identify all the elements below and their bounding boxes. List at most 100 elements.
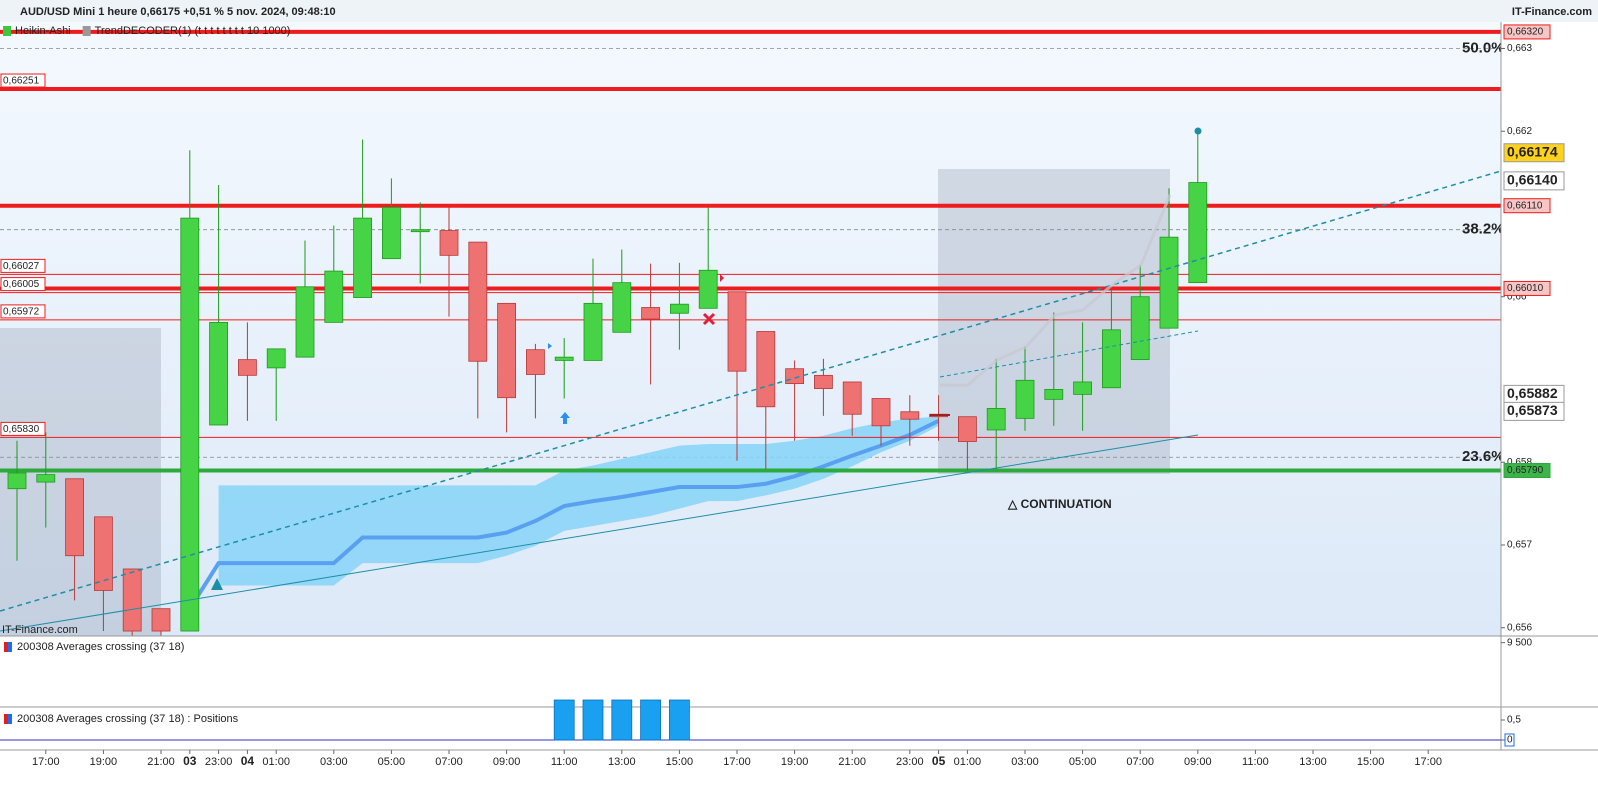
plot: 50.0% 38.2% 23.6% <box>0 29 1505 636</box>
legend-swatch <box>3 26 11 36</box>
candle-body <box>727 291 747 372</box>
legend-swatch <box>82 26 91 36</box>
signal-triangle <box>211 578 223 590</box>
candle-body <box>698 269 718 309</box>
candle-body <box>381 206 401 260</box>
x-tick-label: 03 <box>183 754 197 768</box>
x-tick-label: 15:00 <box>666 756 694 768</box>
candle-body <box>900 411 920 420</box>
x-tick-label: 15:00 <box>1357 756 1385 768</box>
x-tick-label: 03:00 <box>1011 756 1039 768</box>
y-tick-label: 0,657 <box>1507 540 1532 551</box>
candle-body <box>1015 379 1035 419</box>
y-tick-label: 9 500 <box>1507 637 1532 648</box>
candle-body <box>1159 236 1179 329</box>
candle-body <box>1073 381 1092 395</box>
level-label-box <box>1503 280 1551 296</box>
x-tick-label: 09:00 <box>493 756 521 768</box>
y-tick-label: 0,662 <box>1507 126 1532 137</box>
position-bar <box>640 699 661 741</box>
candle-body <box>670 303 689 314</box>
candle-body <box>324 270 344 323</box>
panel-title: 200308 Averages crossing (37 18) <box>17 641 184 653</box>
candle-body <box>1102 329 1121 389</box>
x-tick-label: 17:00 <box>723 756 751 768</box>
level-label: 0,65830 <box>3 424 40 435</box>
trend-line <box>0 434 1199 632</box>
level-label: 0,65972 <box>3 307 40 318</box>
position-bar <box>582 699 604 741</box>
x-tick-label: 17:00 <box>1414 756 1442 768</box>
x-tick-label: 23:00 <box>205 756 233 768</box>
fib-label: 50.0% <box>1462 39 1505 56</box>
x-tick-label: 01:00 <box>262 756 290 768</box>
header-title: AUD/USD Mini 1 heure 0,66175 +0,51 % 5 n… <box>20 6 336 18</box>
x-tick-label: 09:00 <box>1184 756 1212 768</box>
signal-cross <box>702 312 716 326</box>
candle-body <box>497 302 517 399</box>
candle-body <box>266 348 286 369</box>
candle-body <box>756 331 776 408</box>
candle-body <box>410 229 430 233</box>
position-bar <box>611 699 633 741</box>
candle-body <box>36 474 56 483</box>
candle-body <box>986 408 1006 431</box>
x-tick-label: 17:00 <box>32 756 60 768</box>
price-label: 0,65873 <box>1507 402 1558 418</box>
x-tick-label: 05:00 <box>1069 756 1097 768</box>
x-tick-label: 04 <box>241 754 255 768</box>
candle-body <box>209 321 229 426</box>
legend-entry: TrendDECODER(1) (t t t t t t t t 10 1000… <box>95 25 291 37</box>
annotation: △ CONTINUATION <box>1007 497 1112 511</box>
candle-body <box>94 516 113 591</box>
trend-band <box>218 416 939 586</box>
candle-body <box>583 302 603 361</box>
x-tick-label: 11:00 <box>551 756 578 768</box>
x-tick-label: 11:00 <box>1242 756 1269 768</box>
candle-body <box>1130 296 1150 361</box>
candle-body <box>612 282 632 333</box>
x-tick-label: 21:00 <box>838 756 866 768</box>
y-tick-label: 0,656 <box>1507 622 1532 633</box>
level-label: 0,65790 <box>1507 465 1544 476</box>
price-label-box <box>1503 401 1565 421</box>
y-tick-label: 0,663 <box>1507 43 1532 54</box>
tick-label-box <box>1504 733 1515 747</box>
candle-body <box>65 478 84 557</box>
level-label-box <box>0 258 46 273</box>
candle-body <box>958 416 977 442</box>
candle-body <box>1188 182 1208 284</box>
candle-body <box>554 356 574 361</box>
candle-body <box>1044 389 1064 400</box>
signal-marker <box>720 274 724 282</box>
candle-body <box>641 307 660 320</box>
x-tick-label: 05 <box>932 754 946 768</box>
x-tick-label: 05:00 <box>378 756 406 768</box>
level-label-box <box>1503 198 1551 214</box>
header-bar <box>0 0 1598 22</box>
drawings <box>0 127 1501 632</box>
level-label-box <box>0 304 46 319</box>
signal-arrow <box>560 412 570 424</box>
candle-body <box>468 241 488 362</box>
y-tick-label: 0,658 <box>1507 457 1532 468</box>
watermark: IT-Finance.com <box>2 624 78 636</box>
level-label-box <box>0 421 46 436</box>
candle-body <box>814 374 833 389</box>
x-tick-label: 23:00 <box>896 756 924 768</box>
candle-body <box>871 398 891 427</box>
header-brand: IT-Finance.com <box>1512 6 1592 18</box>
price-dot <box>1194 127 1202 135</box>
candle-body <box>785 368 804 385</box>
price-label-box <box>1503 143 1565 163</box>
level-label: 0,66027 <box>3 261 40 272</box>
x-tick-label: 21:00 <box>147 756 175 768</box>
x-tick-label: 19:00 <box>781 756 809 768</box>
price-label: 0,66174 <box>1507 143 1558 159</box>
x-tick-label: 03:00 <box>320 756 348 768</box>
x-tick-label: 01:00 <box>954 756 982 768</box>
price-label-box <box>1503 171 1565 191</box>
signal-marker <box>548 343 552 349</box>
candle-body <box>353 217 373 298</box>
